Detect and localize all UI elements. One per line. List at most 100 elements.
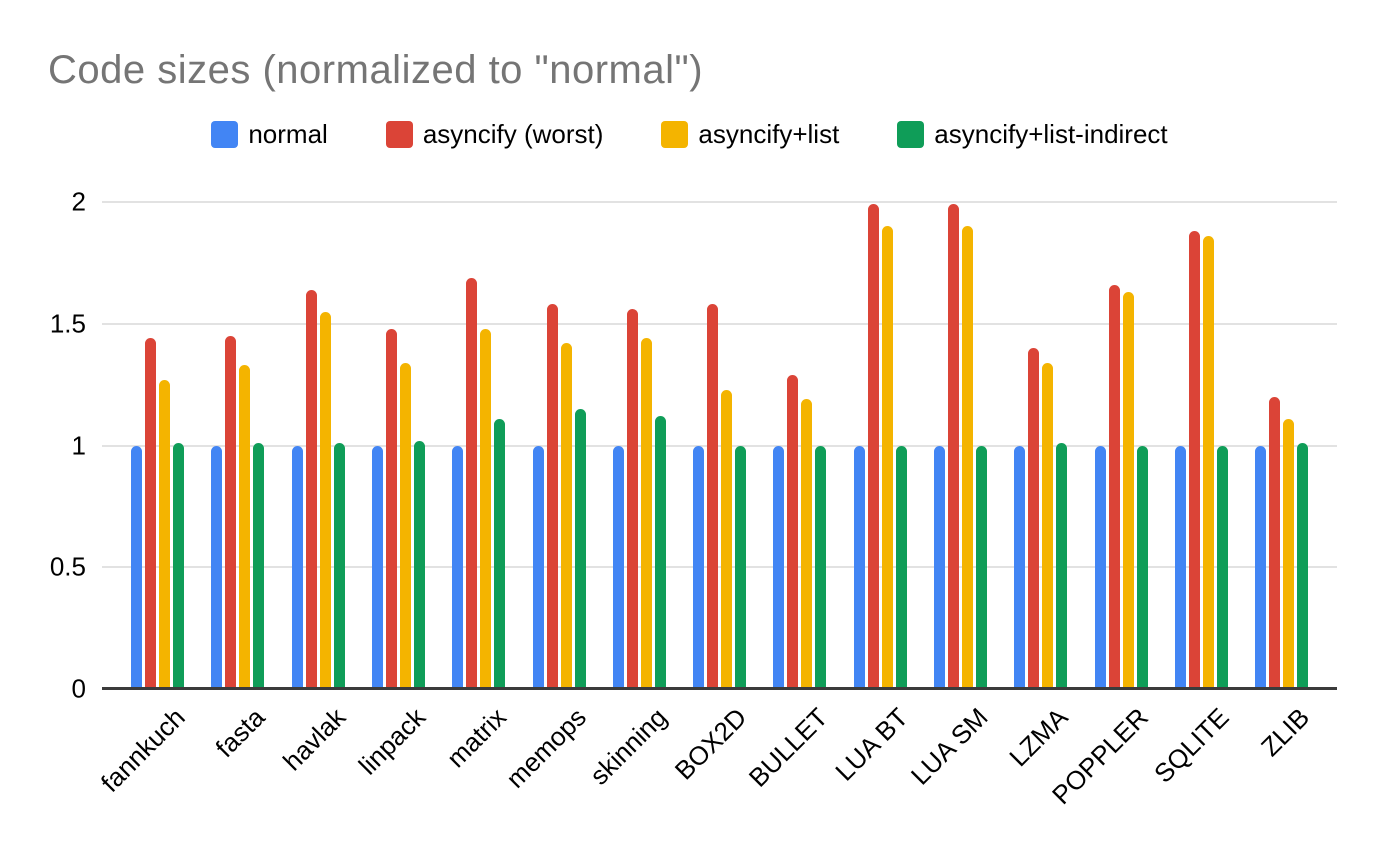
bar-asyncify-worst-zlib [1269, 396, 1281, 689]
bar-asyncify-worst-fasta [225, 335, 237, 689]
bar-normal-poppler [1094, 445, 1106, 689]
x-label-memops: memops [500, 702, 593, 794]
bar-asyncify-worst-fannkuch [145, 338, 156, 689]
bar-normal-bullet [773, 445, 785, 689]
x-label-bullet: BULLET [742, 702, 834, 793]
legend-swatch [211, 120, 239, 148]
legend-item-normal: normal [211, 118, 328, 150]
bar-group-sqlite [1174, 202, 1228, 689]
bar-group-lua-sm [934, 202, 987, 689]
bar-group-poppler [1094, 202, 1148, 689]
legend-swatch [385, 120, 413, 148]
bar-normal-havlak [291, 445, 303, 689]
y-tick-1-5: 1.5 [49, 308, 86, 339]
bar-asyncify-list-poppler [1122, 292, 1134, 689]
x-label-box2d: BOX2D [669, 702, 753, 786]
bar-group-fannkuch [131, 202, 184, 689]
bar-normal-skinning [612, 445, 624, 689]
bar-normal-sqlite [1174, 445, 1186, 689]
bar-asyncify-list-indirect-sqlite [1216, 445, 1228, 689]
bar-group-linpack [371, 202, 425, 689]
x-label-fannkuch: fannkuch [94, 702, 191, 798]
bar-asyncify-list-fannkuch [159, 379, 170, 689]
gridline-2 [102, 201, 1337, 203]
bar-group-bullet [773, 202, 827, 689]
legend-label: asyncify+list [698, 118, 840, 149]
bar-group-havlak [291, 202, 345, 689]
bar-asyncify-worst-box2d [707, 304, 719, 689]
gridline-1-5 [102, 322, 1337, 325]
bar-asyncify-list-indirect-zlib [1297, 443, 1309, 689]
bar-group-memops [532, 202, 586, 689]
plot-area [102, 201, 1337, 690]
bar-asyncify-list-bullet [801, 399, 813, 689]
bar-normal-lzma [1014, 445, 1026, 689]
gridline-0-5 [102, 566, 1337, 569]
bar-asyncify-list-indirect-lua-sm [976, 445, 987, 689]
legend-item-asyncify-list-indirect: asyncify+list-indirect [897, 118, 1168, 150]
bar-asyncify-list-indirect-havlak [333, 443, 345, 689]
bar-asyncify-list-lua-sm [962, 226, 973, 689]
bar-asyncify-worst-bullet [787, 374, 799, 689]
bar-normal-box2d [693, 445, 705, 689]
chart-title: Code sizes (normalized to "normal") [48, 48, 704, 92]
bar-asyncify-list-lua-bt [881, 226, 893, 689]
x-label-fasta: fasta [209, 702, 272, 764]
bar-asyncify-worst-havlak [305, 289, 317, 689]
legend-item-asyncify-worst: asyncify (worst) [385, 118, 604, 150]
bar-normal-linpack [371, 445, 383, 689]
bar-asyncify-list-indirect-bullet [815, 445, 827, 689]
x-label-linpack: linpack [353, 702, 432, 781]
bar-asyncify-list-skinning [640, 338, 652, 689]
bar-normal-zlib [1255, 445, 1267, 689]
bar-asyncify-list-indirect-lzma [1056, 443, 1068, 689]
bar-asyncify-list-indirect-linpack [413, 440, 425, 689]
x-label-lzma: LZMA [1003, 702, 1075, 773]
bar-group-box2d [693, 202, 747, 689]
bar-asyncify-list-lzma [1042, 362, 1054, 689]
bar-normal-matrix [452, 445, 464, 689]
legend-swatch [661, 120, 689, 148]
x-label-poppler: POPPLER [1046, 702, 1155, 811]
bar-asyncify-list-indirect-lua-bt [895, 445, 907, 689]
bar-asyncify-list-indirect-memops [574, 408, 586, 689]
bar-group-lzma [1014, 202, 1068, 689]
bar-asyncify-worst-lua-bt [867, 204, 879, 689]
legend-label: asyncify+list-indirect [934, 118, 1168, 149]
x-label-zlib: ZLIB [1254, 702, 1315, 763]
bar-asyncify-list-sqlite [1202, 236, 1214, 689]
legend-label: normal [248, 118, 328, 149]
bar-asyncify-worst-matrix [466, 277, 478, 689]
bar-asyncify-worst-skinning [626, 309, 638, 689]
bar-asyncify-list-indirect-skinning [654, 416, 666, 689]
bar-asyncify-list-indirect-fannkuch [173, 443, 184, 689]
y-tick-1: 1 [71, 430, 86, 460]
bar-normal-memops [532, 445, 544, 689]
x-label-matrix: matrix [440, 702, 512, 774]
legend-label: asyncify (worst) [422, 118, 604, 149]
bar-asyncify-worst-sqlite [1188, 231, 1200, 689]
y-tick-0: 0 [71, 673, 86, 704]
bar-asyncify-list-zlib [1283, 418, 1295, 689]
bar-asyncify-list-indirect-poppler [1136, 445, 1148, 689]
x-label-sqlite: SQLITE [1148, 702, 1235, 789]
bar-normal-fannkuch [131, 445, 142, 689]
x-label-lua-sm: LUA SM [905, 702, 994, 791]
bar-asyncify-worst-linpack [385, 328, 397, 689]
legend: normal asyncify (worst) asyncify+list async… [0, 112, 1379, 156]
bar-asyncify-list-indirect-box2d [735, 445, 747, 689]
bar-asyncify-list-box2d [721, 389, 733, 689]
bar-asyncify-list-indirect-matrix [494, 418, 506, 689]
bar-asyncify-list-havlak [319, 311, 331, 689]
bar-normal-lua-bt [853, 445, 865, 689]
bar-asyncify-list-indirect-fasta [253, 443, 265, 689]
bar-asyncify-list-matrix [480, 328, 492, 689]
bar-group-matrix [452, 202, 506, 689]
x-axis-baseline [102, 687, 1337, 690]
bar-asyncify-worst-poppler [1108, 284, 1120, 689]
legend-item-asyncify-list: asyncify+list [661, 119, 839, 150]
gridline-1 [102, 444, 1337, 447]
bar-asyncify-list-fasta [239, 365, 251, 689]
bar-asyncify-worst-memops [546, 304, 558, 689]
bar-group-fasta [211, 202, 265, 689]
